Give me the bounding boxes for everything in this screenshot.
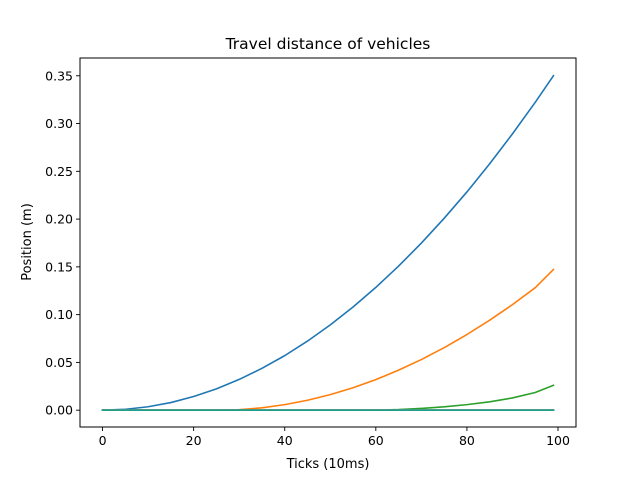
y-tick-label: 0.10 (45, 307, 73, 322)
y-tick-label: 0.00 (45, 403, 73, 418)
x-axis-label: Ticks (10ms) (286, 457, 370, 472)
x-tick-label: 100 (546, 433, 570, 448)
y-tick-label: 0.15 (45, 259, 73, 274)
x-tick-label: 80 (459, 433, 475, 448)
series-layer (101, 74, 555, 412)
series-line-1 (101, 74, 555, 412)
y-axis-label: Position (m) (20, 203, 35, 281)
series-line-2 (101, 268, 555, 411)
y-tick-label: 0.35 (45, 68, 73, 83)
x-axis: 0 20 40 60 80 100 (99, 427, 570, 448)
x-tick-label: 0 (99, 433, 107, 448)
x-tick-label: 60 (368, 433, 384, 448)
y-axis: 0.00 0.05 0.10 0.15 0.20 0.25 0.30 0.35 (45, 68, 80, 418)
x-tick-label: 20 (186, 433, 202, 448)
y-tick-label: 0.30 (45, 116, 73, 131)
y-tick-label: 0.05 (45, 355, 73, 370)
plot-frame (79, 57, 577, 428)
y-tick-label: 0.25 (45, 164, 73, 179)
chart-title: Travel distance of vehicles (225, 35, 431, 53)
series-line-3 (101, 384, 555, 411)
x-tick-label: 40 (277, 433, 293, 448)
y-tick-label: 0.20 (45, 212, 73, 227)
